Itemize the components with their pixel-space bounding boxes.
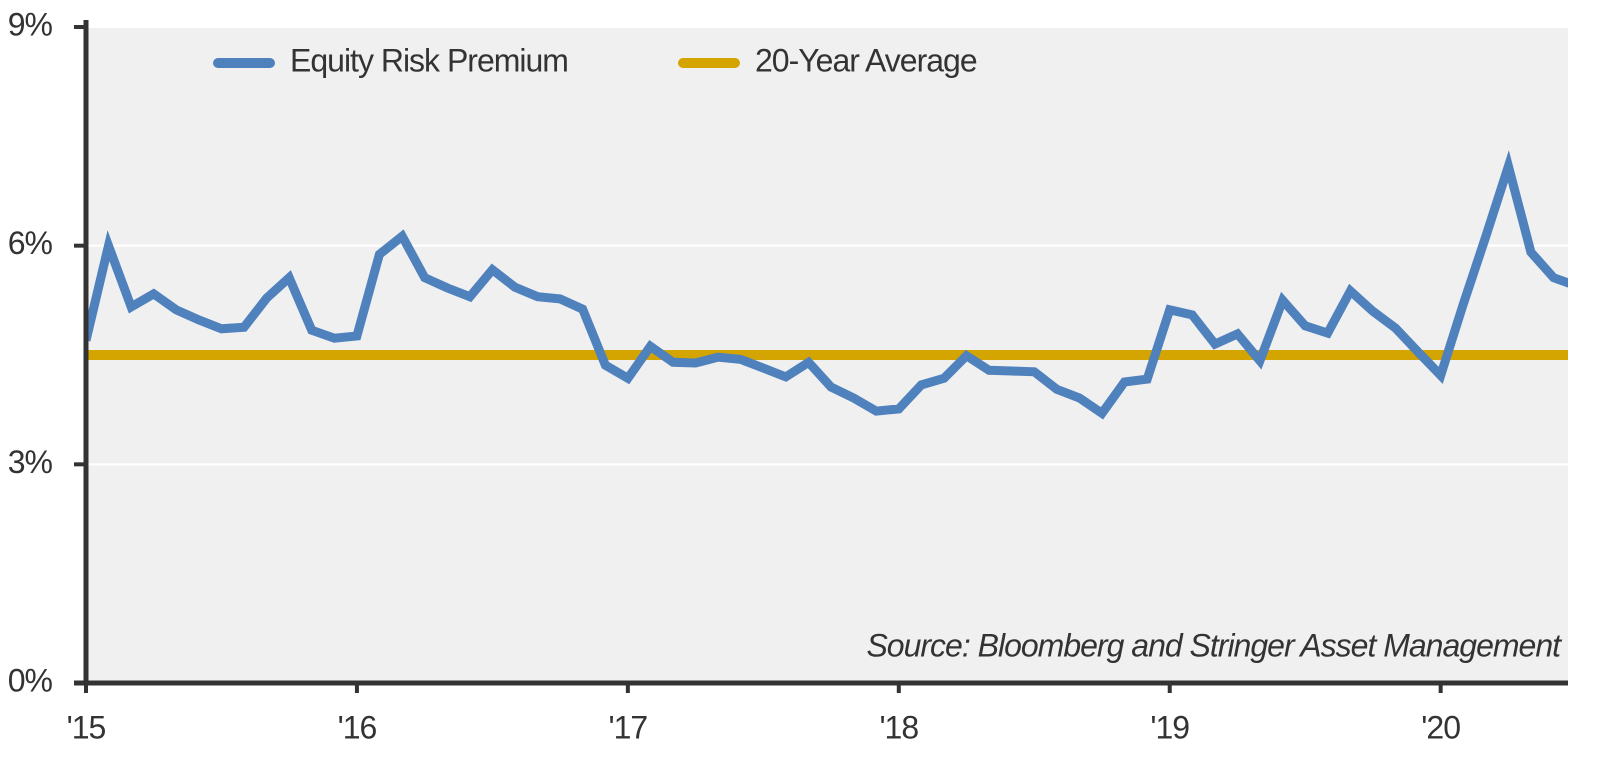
x-tick-label: '19 bbox=[1150, 709, 1189, 745]
x-tick-label: '17 bbox=[609, 709, 648, 745]
axes: 0% 3% 6% 9% '15 '16 '17 '18 '19 '20 bbox=[8, 6, 1568, 745]
y-tick-label: 0% bbox=[8, 662, 53, 698]
x-tick-label: '16 bbox=[338, 709, 377, 745]
y-tick-label: 9% bbox=[8, 6, 53, 42]
x-tick-label: '20 bbox=[1421, 709, 1460, 745]
annotation: Source: Bloomberg and Stringer Asset Man… bbox=[866, 627, 1562, 663]
y-tick-label: 3% bbox=[8, 444, 53, 480]
legend-label: Equity Risk Premium bbox=[290, 42, 568, 78]
y-tick-label: 6% bbox=[8, 225, 53, 261]
series-line bbox=[86, 150, 1568, 420]
lines bbox=[86, 150, 1568, 420]
x-tick-label: '15 bbox=[67, 709, 106, 745]
x-tick-label: '18 bbox=[879, 709, 918, 745]
legend-label: 20-Year Average bbox=[755, 42, 977, 78]
